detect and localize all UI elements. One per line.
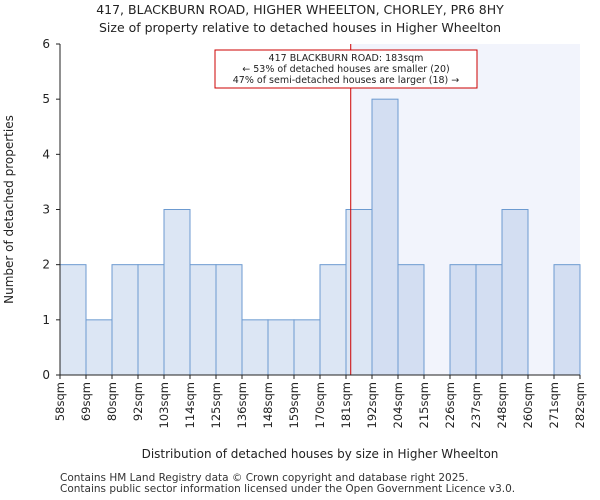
bar-271sqm bbox=[553, 264, 581, 376]
annotation-line-1: 417 BLACKBURN ROAD: 183sqm bbox=[269, 53, 424, 64]
x-tick-label-159sqm: 159sqm bbox=[287, 382, 301, 428]
footer-licence: Contains public sector information licen… bbox=[60, 483, 516, 495]
y-tick-label-1: 1 bbox=[42, 313, 50, 327]
x-tick-label-237sqm: 237sqm bbox=[469, 382, 483, 428]
y-tick-label-4: 4 bbox=[42, 147, 50, 161]
x-axis-label: Distribution of detached houses by size … bbox=[142, 447, 499, 461]
bar-148sqm bbox=[267, 319, 295, 376]
x-tick-label-192sqm: 192sqm bbox=[365, 382, 379, 428]
bar-159sqm bbox=[293, 319, 321, 376]
x-tick-label-248sqm: 248sqm bbox=[495, 382, 509, 428]
bar-192sqm bbox=[371, 98, 399, 376]
annotation-line-2: ← 53% of detached houses are smaller (20… bbox=[242, 64, 449, 75]
x-tick-label-215sqm: 215sqm bbox=[417, 382, 431, 428]
y-tick-label-2: 2 bbox=[42, 258, 50, 272]
x-tick-label-271sqm: 271sqm bbox=[547, 382, 561, 428]
bar-204sqm bbox=[397, 264, 425, 376]
y-tick-label-0: 0 bbox=[42, 368, 50, 382]
x-tick-label-136sqm: 136sqm bbox=[235, 382, 249, 428]
x-tick-label-226sqm: 226sqm bbox=[443, 382, 457, 428]
bar-181sqm bbox=[345, 209, 373, 376]
bar-92sqm bbox=[137, 264, 165, 376]
annotation-line-3: 47% of semi-detached houses are larger (… bbox=[233, 75, 460, 86]
chart-subtitle: Size of property relative to detached ho… bbox=[98, 20, 502, 35]
bar-248sqm bbox=[501, 209, 529, 376]
y-tick-label-6: 6 bbox=[42, 37, 50, 51]
x-tick-label-58sqm: 58sqm bbox=[53, 382, 67, 421]
x-tick-label-80sqm: 80sqm bbox=[105, 382, 119, 421]
bar-58sqm bbox=[59, 264, 87, 376]
y-tick-label-3: 3 bbox=[42, 203, 50, 217]
x-tick-label-148sqm: 148sqm bbox=[261, 382, 275, 428]
bar-170sqm bbox=[319, 264, 347, 376]
x-tick-label-103sqm: 103sqm bbox=[157, 382, 171, 428]
y-tick-label-5: 5 bbox=[42, 92, 50, 106]
x-tick-label-282sqm: 282sqm bbox=[573, 382, 587, 428]
bar-103sqm bbox=[163, 209, 191, 376]
chart-title: 417, BLACKBURN ROAD, HIGHER WHEELTON, CH… bbox=[96, 2, 504, 17]
x-tick-label-181sqm: 181sqm bbox=[339, 382, 353, 428]
bar-114sqm bbox=[189, 264, 217, 376]
bar-237sqm bbox=[475, 264, 503, 376]
annotation-box bbox=[214, 49, 478, 89]
bar-80sqm bbox=[111, 264, 139, 376]
x-tick-label-204sqm: 204sqm bbox=[391, 382, 405, 428]
bar-69sqm bbox=[85, 319, 113, 376]
x-tick-label-69sqm: 69sqm bbox=[79, 382, 93, 421]
bar-125sqm bbox=[215, 264, 243, 376]
x-tick-label-170sqm: 170sqm bbox=[313, 382, 327, 428]
x-tick-label-114sqm: 114sqm bbox=[183, 382, 197, 428]
bar-136sqm bbox=[241, 319, 269, 376]
bar-226sqm bbox=[449, 264, 477, 376]
footer-copyright: Contains HM Land Registry data © Crown c… bbox=[60, 472, 469, 484]
x-tick-label-92sqm: 92sqm bbox=[131, 382, 145, 421]
x-tick-label-125sqm: 125sqm bbox=[209, 382, 223, 428]
y-axis-label: Number of detached properties bbox=[2, 115, 16, 304]
x-tick-label-260sqm: 260sqm bbox=[521, 382, 535, 428]
